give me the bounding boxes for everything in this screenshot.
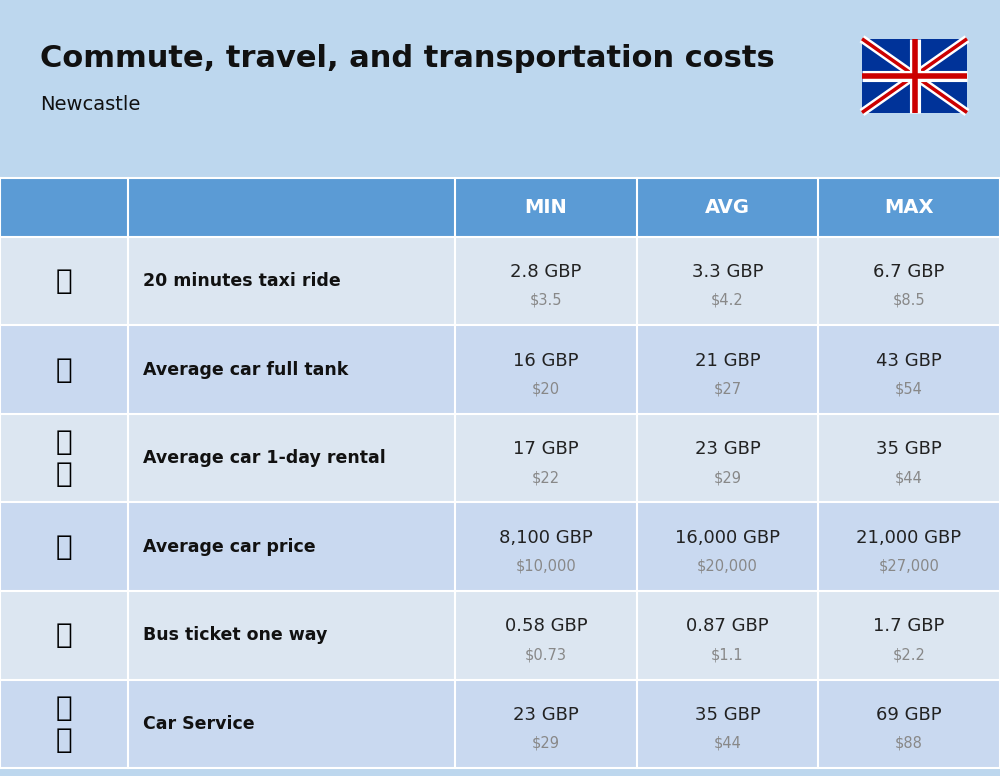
Text: 35 GBP: 35 GBP [876,440,942,459]
Text: 3.3 GBP: 3.3 GBP [692,263,763,281]
Bar [0,325,1000,414]
Text: 23 GBP: 23 GBP [513,706,579,724]
Text: 16,000 GBP: 16,000 GBP [675,529,780,547]
Text: $44: $44 [895,470,923,485]
Text: $54: $54 [895,382,923,397]
Text: $10,000: $10,000 [516,559,576,573]
Text: Average car price: Average car price [143,538,316,556]
Text: 69 GBP: 69 GBP [876,706,942,724]
Text: $20: $20 [532,382,560,397]
Bar [0,591,1000,680]
Text: $88: $88 [895,736,923,751]
Text: 20 minutes taxi ride: 20 minutes taxi ride [143,272,341,290]
Text: $27: $27 [713,382,742,397]
Text: Bus ticket one way: Bus ticket one way [143,626,327,644]
Bar [128,178,455,237]
Text: Newcastle: Newcastle [40,95,140,114]
Text: $0.73: $0.73 [525,647,567,663]
Text: 🚕: 🚕 [56,267,72,295]
Text: 2.8 GBP: 2.8 GBP [510,263,582,281]
Bar [0,503,1000,591]
Text: ⛽: ⛽ [56,355,72,383]
Text: 21,000 GBP: 21,000 GBP [856,529,962,547]
Text: $29: $29 [532,736,560,751]
Bar [0,414,1000,503]
Text: $3.5: $3.5 [530,293,562,308]
Text: 23 GBP: 23 GBP [695,440,760,459]
Text: 🚗: 🚗 [56,533,72,561]
Text: $8.5: $8.5 [893,293,925,308]
Text: 16 GBP: 16 GBP [513,352,579,369]
Bar [818,178,1000,237]
Text: 0.58 GBP: 0.58 GBP [505,618,587,636]
Bar [0,680,1000,768]
Text: $29: $29 [714,470,742,485]
Text: 🚌: 🚌 [56,622,72,650]
Bar [0,178,128,237]
Text: Average car full tank: Average car full tank [143,361,348,379]
Text: MAX: MAX [884,198,934,217]
Text: 17 GBP: 17 GBP [513,440,579,459]
Text: 43 GBP: 43 GBP [876,352,942,369]
Text: 21 GBP: 21 GBP [695,352,760,369]
Text: 🔑
🚙: 🔑 🚙 [56,428,72,488]
Text: 0.87 GBP: 0.87 GBP [686,618,769,636]
Text: $27,000: $27,000 [879,559,939,573]
Text: Car Service: Car Service [143,715,255,733]
Bar [862,39,967,113]
Bar [0,0,1000,178]
Text: AVG: AVG [705,198,750,217]
Text: $44: $44 [714,736,741,751]
Text: 6.7 GBP: 6.7 GBP [873,263,945,281]
Text: $22: $22 [532,470,560,485]
Text: 35 GBP: 35 GBP [695,706,760,724]
Text: $4.2: $4.2 [711,293,744,308]
Text: $2.2: $2.2 [893,647,925,663]
Text: Commute, travel, and transportation costs: Commute, travel, and transportation cost… [40,43,775,73]
Text: $1.1: $1.1 [711,647,744,663]
Text: 🔧
🚗: 🔧 🚗 [56,694,72,754]
Bar [0,237,1000,325]
Text: 8,100 GBP: 8,100 GBP [499,529,593,547]
Text: 1.7 GBP: 1.7 GBP [873,618,945,636]
Text: Average car 1-day rental: Average car 1-day rental [143,449,386,467]
Bar [455,178,637,237]
Text: MIN: MIN [525,198,567,217]
Text: $20,000: $20,000 [697,559,758,573]
Bar [637,178,818,237]
